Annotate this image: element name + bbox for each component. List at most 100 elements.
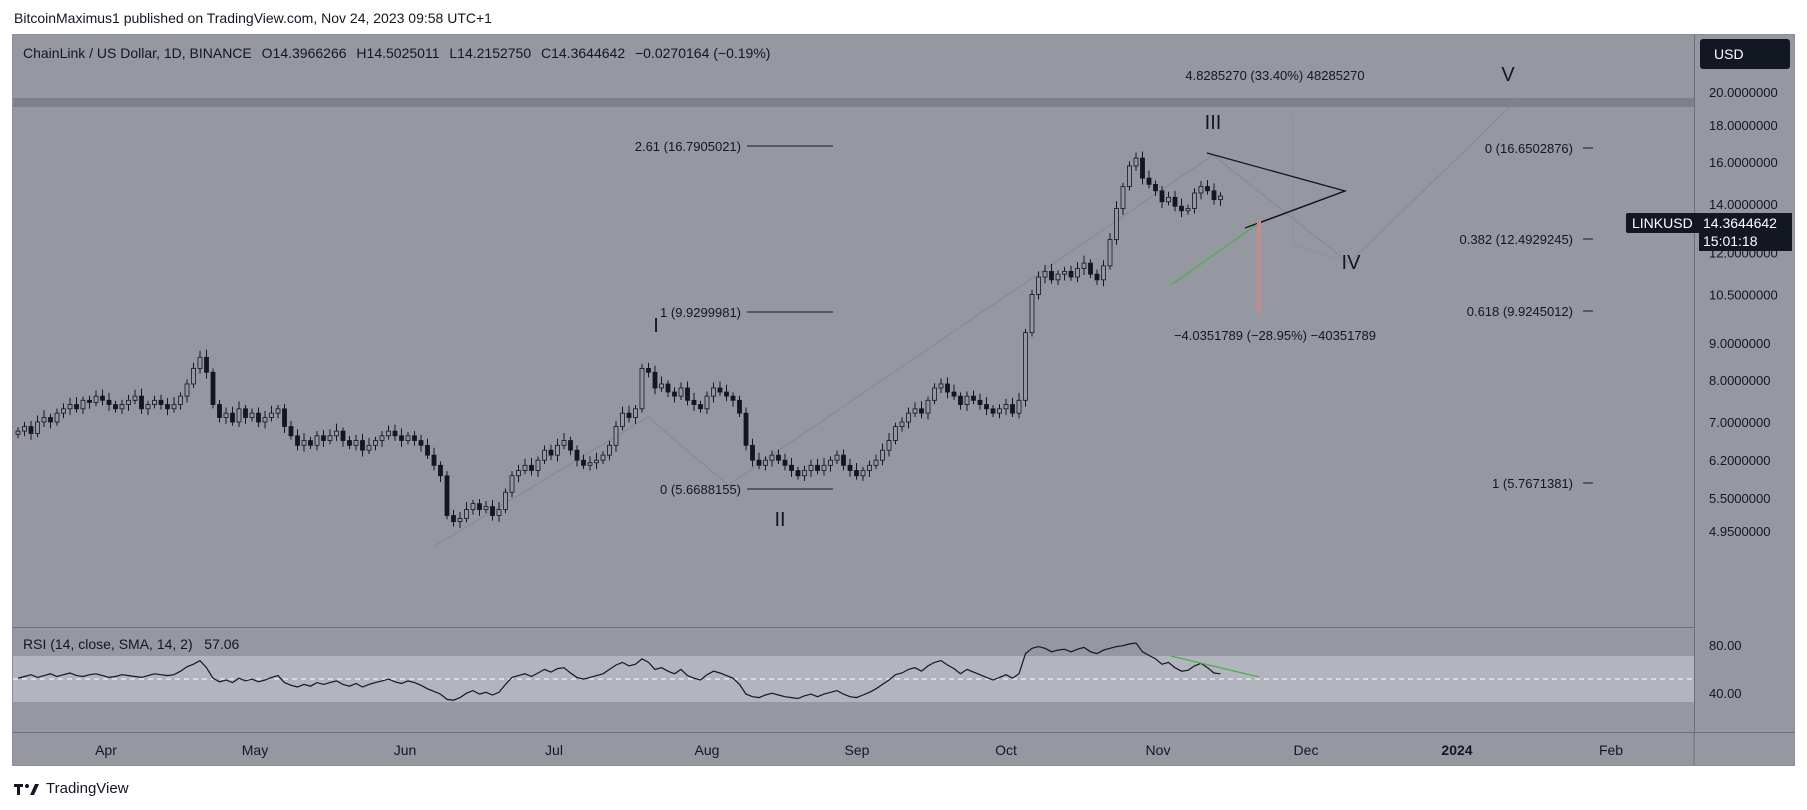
candle [22, 421, 27, 437]
candle [873, 454, 879, 470]
wave-projection-box [1292, 115, 1350, 264]
candle [1211, 183, 1217, 205]
candle [548, 444, 554, 461]
candle [912, 402, 918, 417]
candle [1003, 398, 1009, 416]
candle [678, 382, 684, 400]
candle [412, 431, 417, 446]
candle [496, 502, 502, 522]
candle [405, 432, 411, 445]
wave-label-2: II [774, 509, 785, 531]
price-tick-2: 16.0000000 [1709, 155, 1778, 170]
candle [178, 392, 183, 410]
candle [893, 422, 898, 445]
chart-frame[interactable]: 2.61 (16.7905021) 1 (9.9299981) 0 (5.668… [12, 34, 1795, 766]
fib-right-0-label: 0 (16.6502876) [1485, 141, 1573, 156]
candle [340, 427, 346, 447]
candle [945, 377, 950, 399]
candle [1088, 259, 1093, 278]
rsi-label: RSI (14, close, SMA, 14, 2) [23, 636, 193, 652]
price-tick-7: 8.0000000 [1709, 373, 1770, 388]
ohlc-legend: ChainLink / US Dollar, 1D, BINANCE O14.3… [23, 45, 776, 61]
candle [334, 423, 339, 441]
time-tick-8: Dec [1294, 742, 1319, 758]
candle [1010, 397, 1015, 417]
candle [724, 384, 729, 402]
candle [425, 438, 430, 459]
fib-right-1-label: 1 (5.7671381) [1492, 476, 1573, 491]
candle [535, 456, 541, 477]
candle [1205, 179, 1210, 195]
time-tick-9: 2024 [1441, 742, 1472, 758]
candle [600, 451, 606, 464]
candle [321, 430, 326, 447]
price-chart[interactable]: 2.61 (16.7905021) 1 (9.9299981) 0 (5.668… [13, 35, 1694, 627]
candle [41, 410, 47, 428]
candle [418, 434, 424, 452]
candle [93, 390, 99, 407]
rsi-legend: RSI (14, close, SMA, 14, 2) 57.06 [23, 636, 239, 652]
symbol-label[interactable]: ChainLink / US Dollar, 1D, BINANCE [23, 45, 252, 61]
fib-right-0618-label: 0.618 (9.9245012) [1467, 304, 1573, 319]
rsi-divergence-line [1170, 655, 1260, 678]
candle [366, 437, 372, 454]
candle [717, 381, 723, 396]
close-value: C14.3644642 [541, 45, 626, 61]
candle [509, 471, 515, 498]
time-tick-10: Feb [1599, 742, 1623, 758]
candle [574, 445, 580, 467]
price-tick-10: 5.5000000 [1709, 491, 1770, 506]
time-tick-2: Jun [394, 742, 417, 758]
currency-button[interactable]: USD [1700, 39, 1790, 69]
candle [353, 434, 359, 451]
ticker-tag: LINKUSD [1626, 213, 1699, 233]
candle [80, 396, 86, 414]
candle [698, 400, 703, 413]
candle [990, 405, 996, 417]
candle [977, 393, 983, 410]
candle [964, 391, 970, 411]
rsi-chart[interactable] [13, 628, 1694, 732]
bar-countdown: 15:01:18 [1703, 233, 1758, 249]
candle [860, 466, 866, 481]
candle [581, 454, 586, 470]
candle [984, 397, 989, 416]
wave-count-path [432, 98, 1519, 548]
price-pane[interactable]: 2.61 (16.7905021) 1 (9.9299981) 0 (5.668… [13, 35, 1694, 627]
candle [269, 405, 274, 422]
price-axis[interactable]: 20.0000000 18.0000000 16.0000000 14.0000000… [1694, 35, 1794, 732]
open-value: O14.3966266 [261, 45, 347, 61]
candle [1192, 188, 1197, 214]
price-tick-6: 9.0000000 [1709, 336, 1770, 351]
time-tick-0: Apr [95, 742, 117, 758]
candle [48, 413, 53, 429]
candle [782, 453, 788, 471]
candle [379, 431, 385, 447]
candle [249, 408, 255, 422]
resistance-band [13, 98, 1694, 107]
candle [561, 433, 567, 450]
candle [477, 498, 482, 516]
time-axis[interactable]: Apr May Jun Jul Aug Sep Oct Nov Dec 2024 Feb [13, 732, 1794, 765]
rsi-tick-0: 80.00 [1709, 638, 1742, 653]
candle [906, 407, 911, 429]
candle [1055, 270, 1061, 285]
price-tick-8: 7.0000000 [1709, 415, 1770, 430]
rsi-pane[interactable]: RSI (14, close, SMA, 14, 2) 57.06 [13, 628, 1694, 732]
candle [1140, 151, 1145, 185]
candle [737, 395, 742, 417]
candle [971, 390, 976, 405]
candle [867, 460, 872, 477]
tradingview-logo[interactable]: TradingView [14, 780, 129, 797]
candle [139, 388, 144, 414]
candles [15, 151, 1223, 528]
candle [594, 452, 599, 470]
candle [743, 407, 749, 451]
upside-measure-label: 4.8285270 (33.40%) 48285270 [1185, 68, 1364, 83]
candle [1036, 271, 1041, 300]
candle [360, 433, 365, 457]
candle [256, 407, 261, 428]
candle [659, 376, 664, 392]
pane-divider[interactable] [13, 627, 1794, 628]
rsi-line [17, 642, 1221, 701]
